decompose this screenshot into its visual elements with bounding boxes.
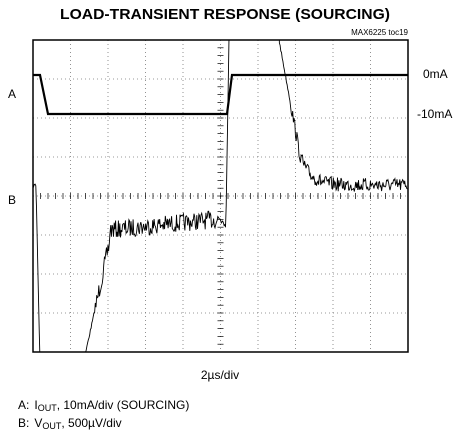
graticule: [32, 39, 409, 353]
plot-frame: [32, 39, 409, 353]
trace-a: [33, 73, 408, 116]
trace-b: [33, 40, 408, 352]
note: A: IOUT, 10mA/div (SOURCING): [18, 398, 189, 413]
note: B: VOUT, 500µV/div: [18, 416, 122, 431]
figure-title: LOAD-TRANSIENT RESPONSE (SOURCING): [60, 6, 390, 23]
figure-code: MAX6225 toc19: [351, 28, 408, 37]
channel-label: B: [8, 193, 16, 207]
level-label: 0mA: [423, 67, 448, 81]
channel-label: A: [8, 87, 16, 101]
level-label: -10mA: [417, 107, 452, 121]
timebase-label: 2µs/div: [201, 368, 239, 382]
